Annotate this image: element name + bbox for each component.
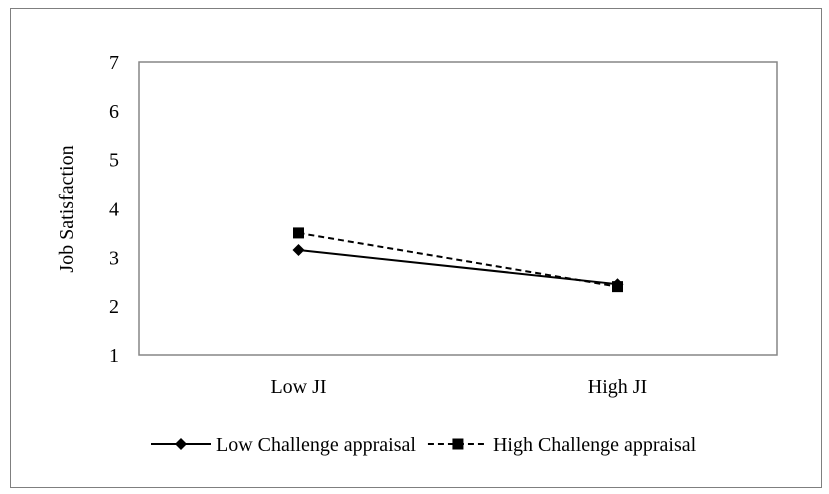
- data-point: [293, 227, 304, 239]
- legend: Low Challenge appraisal High Challenge ap…: [151, 434, 697, 456]
- y-tick-label: 5: [109, 150, 119, 172]
- square-marker-icon: [452, 438, 464, 450]
- y-tick-label: 3: [109, 247, 119, 269]
- series-high-challenge: [293, 227, 623, 293]
- line-chart: Job Satisfaction 1 2 3 4 5 6 7 Low JI High JI L…: [56, 52, 778, 456]
- y-axis-title: Job Satisfaction: [56, 145, 78, 272]
- series-low-challenge: [292, 244, 624, 291]
- y-tick-label: 1: [109, 345, 119, 367]
- legend-label: Low Challenge appraisal: [216, 434, 416, 456]
- y-tick-label: 4: [109, 199, 119, 221]
- y-tick-label: 6: [109, 101, 119, 123]
- series-layer: [292, 227, 624, 293]
- data-point: [612, 281, 623, 293]
- y-tick-label: 2: [109, 296, 119, 318]
- chart-frame: Job Satisfaction 1 2 3 4 5 6 7 Low JI High JI L…: [10, 8, 822, 488]
- diamond-marker-icon: [175, 438, 187, 450]
- x-tick-label: High JI: [588, 376, 647, 398]
- y-tick-label: 7: [109, 52, 119, 74]
- data-point: [292, 244, 305, 257]
- series-line: [298, 231, 618, 288]
- series-line: [298, 249, 618, 286]
- plot-area: [138, 61, 778, 356]
- legend-item: Low Challenge appraisal: [151, 434, 416, 456]
- legend-label: High Challenge appraisal: [493, 434, 697, 456]
- y-tick-labels: 1 2 3 4 5 6 7: [109, 52, 119, 367]
- legend-item: High Challenge appraisal: [427, 434, 697, 456]
- x-tick-label: Low JI: [270, 376, 326, 398]
- x-tick-labels: Low JI High JI: [270, 376, 647, 398]
